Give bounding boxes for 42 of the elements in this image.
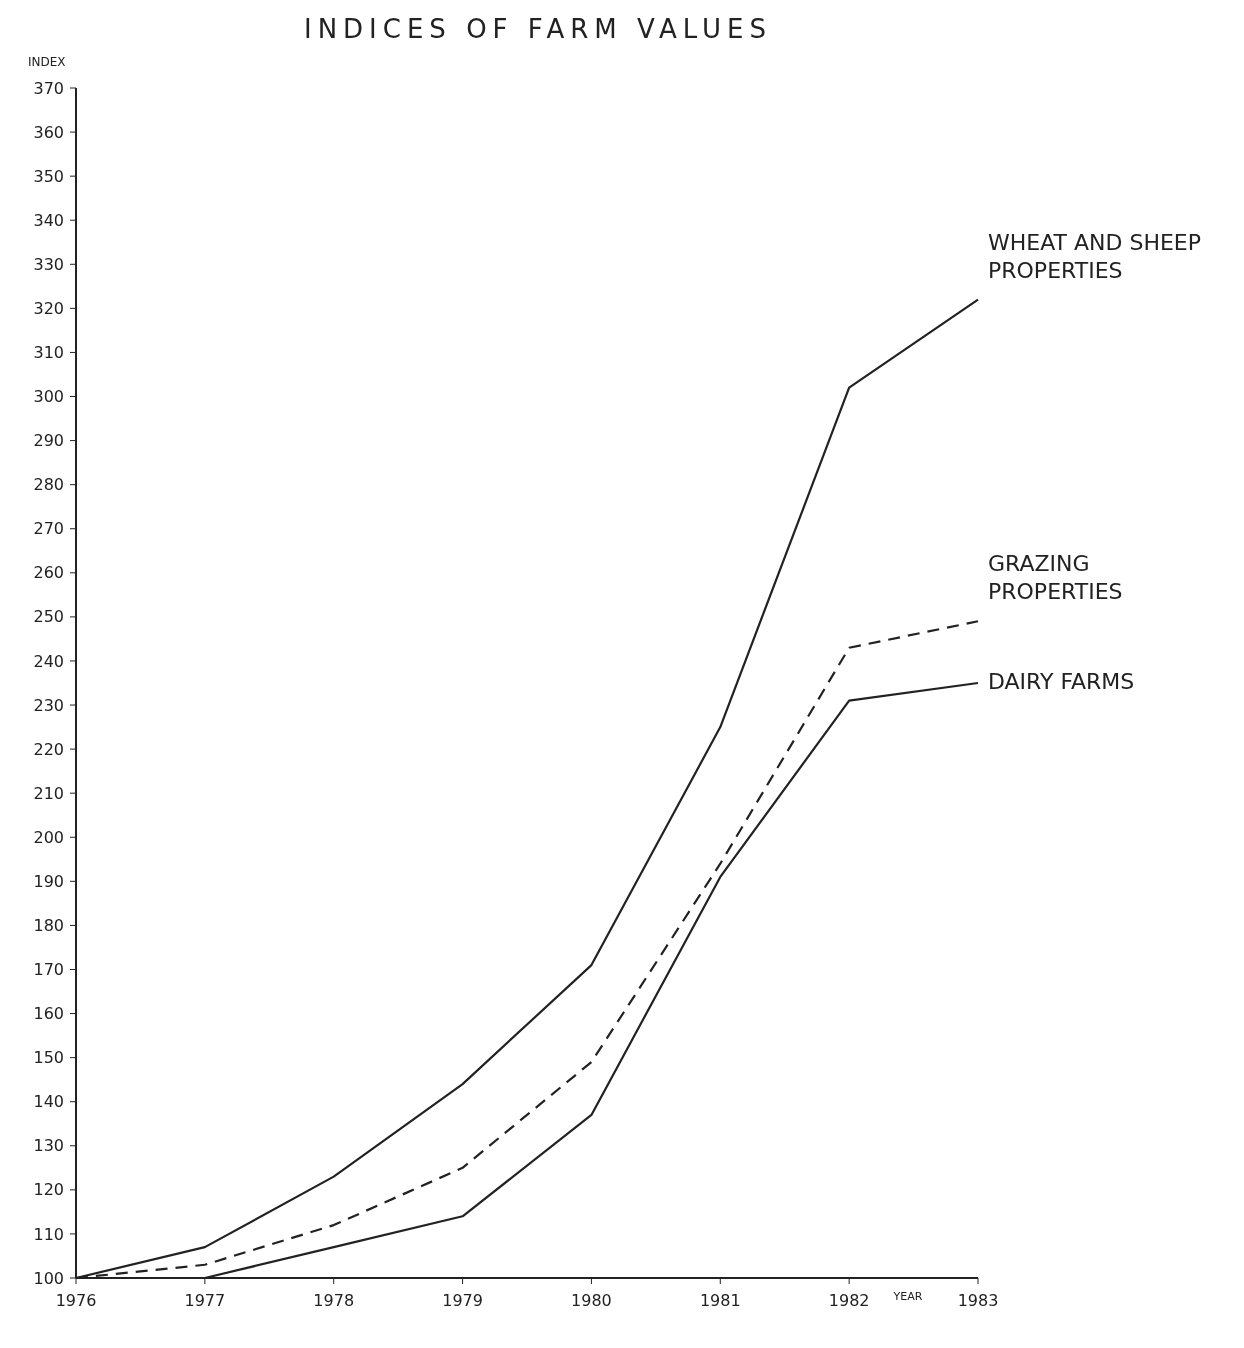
y-tick-label: 200 xyxy=(33,827,64,847)
series-label: DAIRY FARMS xyxy=(988,669,1135,695)
x-tick-label: 1981 xyxy=(699,1291,741,1310)
series-label: GRAZING PROPERTIES xyxy=(988,551,1123,605)
y-tick-label: 140 xyxy=(33,1092,64,1112)
y-tick-label: 290 xyxy=(33,431,64,451)
x-tick-label: 1977 xyxy=(184,1291,226,1310)
y-tick-label: 300 xyxy=(33,387,64,407)
y-tick-label: 210 xyxy=(33,783,64,803)
y-tick-label: 100 xyxy=(33,1268,64,1288)
y-tick-label: 220 xyxy=(33,739,64,759)
y-tick-label: 130 xyxy=(33,1136,64,1156)
y-tick-label: 240 xyxy=(33,651,64,671)
chart-title: INDICES OF FARM VALUES xyxy=(303,14,773,44)
y-tick-label: 270 xyxy=(33,519,64,539)
series-label: WHEAT AND SHEEP PROPERTIES xyxy=(988,229,1201,283)
y-tick-label: 350 xyxy=(33,166,64,186)
x-tick-label: 1978 xyxy=(313,1291,355,1310)
y-tick-label: 160 xyxy=(33,1004,64,1024)
x-tick-label: 1983 xyxy=(957,1291,999,1310)
y-tick-label: 110 xyxy=(33,1224,64,1244)
x-tick-label: 1979 xyxy=(442,1291,483,1310)
y-tick-label: 150 xyxy=(33,1048,64,1068)
y-tick-label: 360 xyxy=(33,122,64,142)
y-tick-label: 320 xyxy=(33,298,64,318)
y-tick-label: 330 xyxy=(33,254,64,274)
y-tick-label: 280 xyxy=(33,475,64,495)
y-tick-label: 170 xyxy=(33,960,64,980)
y-tick-label: 230 xyxy=(33,695,64,715)
y-tick-label: 310 xyxy=(33,343,64,363)
y-tick-label: 250 xyxy=(33,607,64,627)
y-tick-label: 120 xyxy=(33,1180,64,1200)
x-tick-label: 1976 xyxy=(55,1291,97,1310)
y-axis-title: INDEX xyxy=(28,55,66,69)
y-tick-label: 180 xyxy=(33,916,64,936)
y-tick-label: 190 xyxy=(33,871,64,891)
y-tick-label: 340 xyxy=(33,210,64,230)
y-tick-label: 260 xyxy=(33,563,64,583)
y-tick-label: 370 xyxy=(33,78,64,98)
x-axis-title: YEAR xyxy=(892,1290,923,1303)
x-tick-label: 1980 xyxy=(571,1291,612,1310)
x-tick-label: 1982 xyxy=(828,1291,870,1310)
